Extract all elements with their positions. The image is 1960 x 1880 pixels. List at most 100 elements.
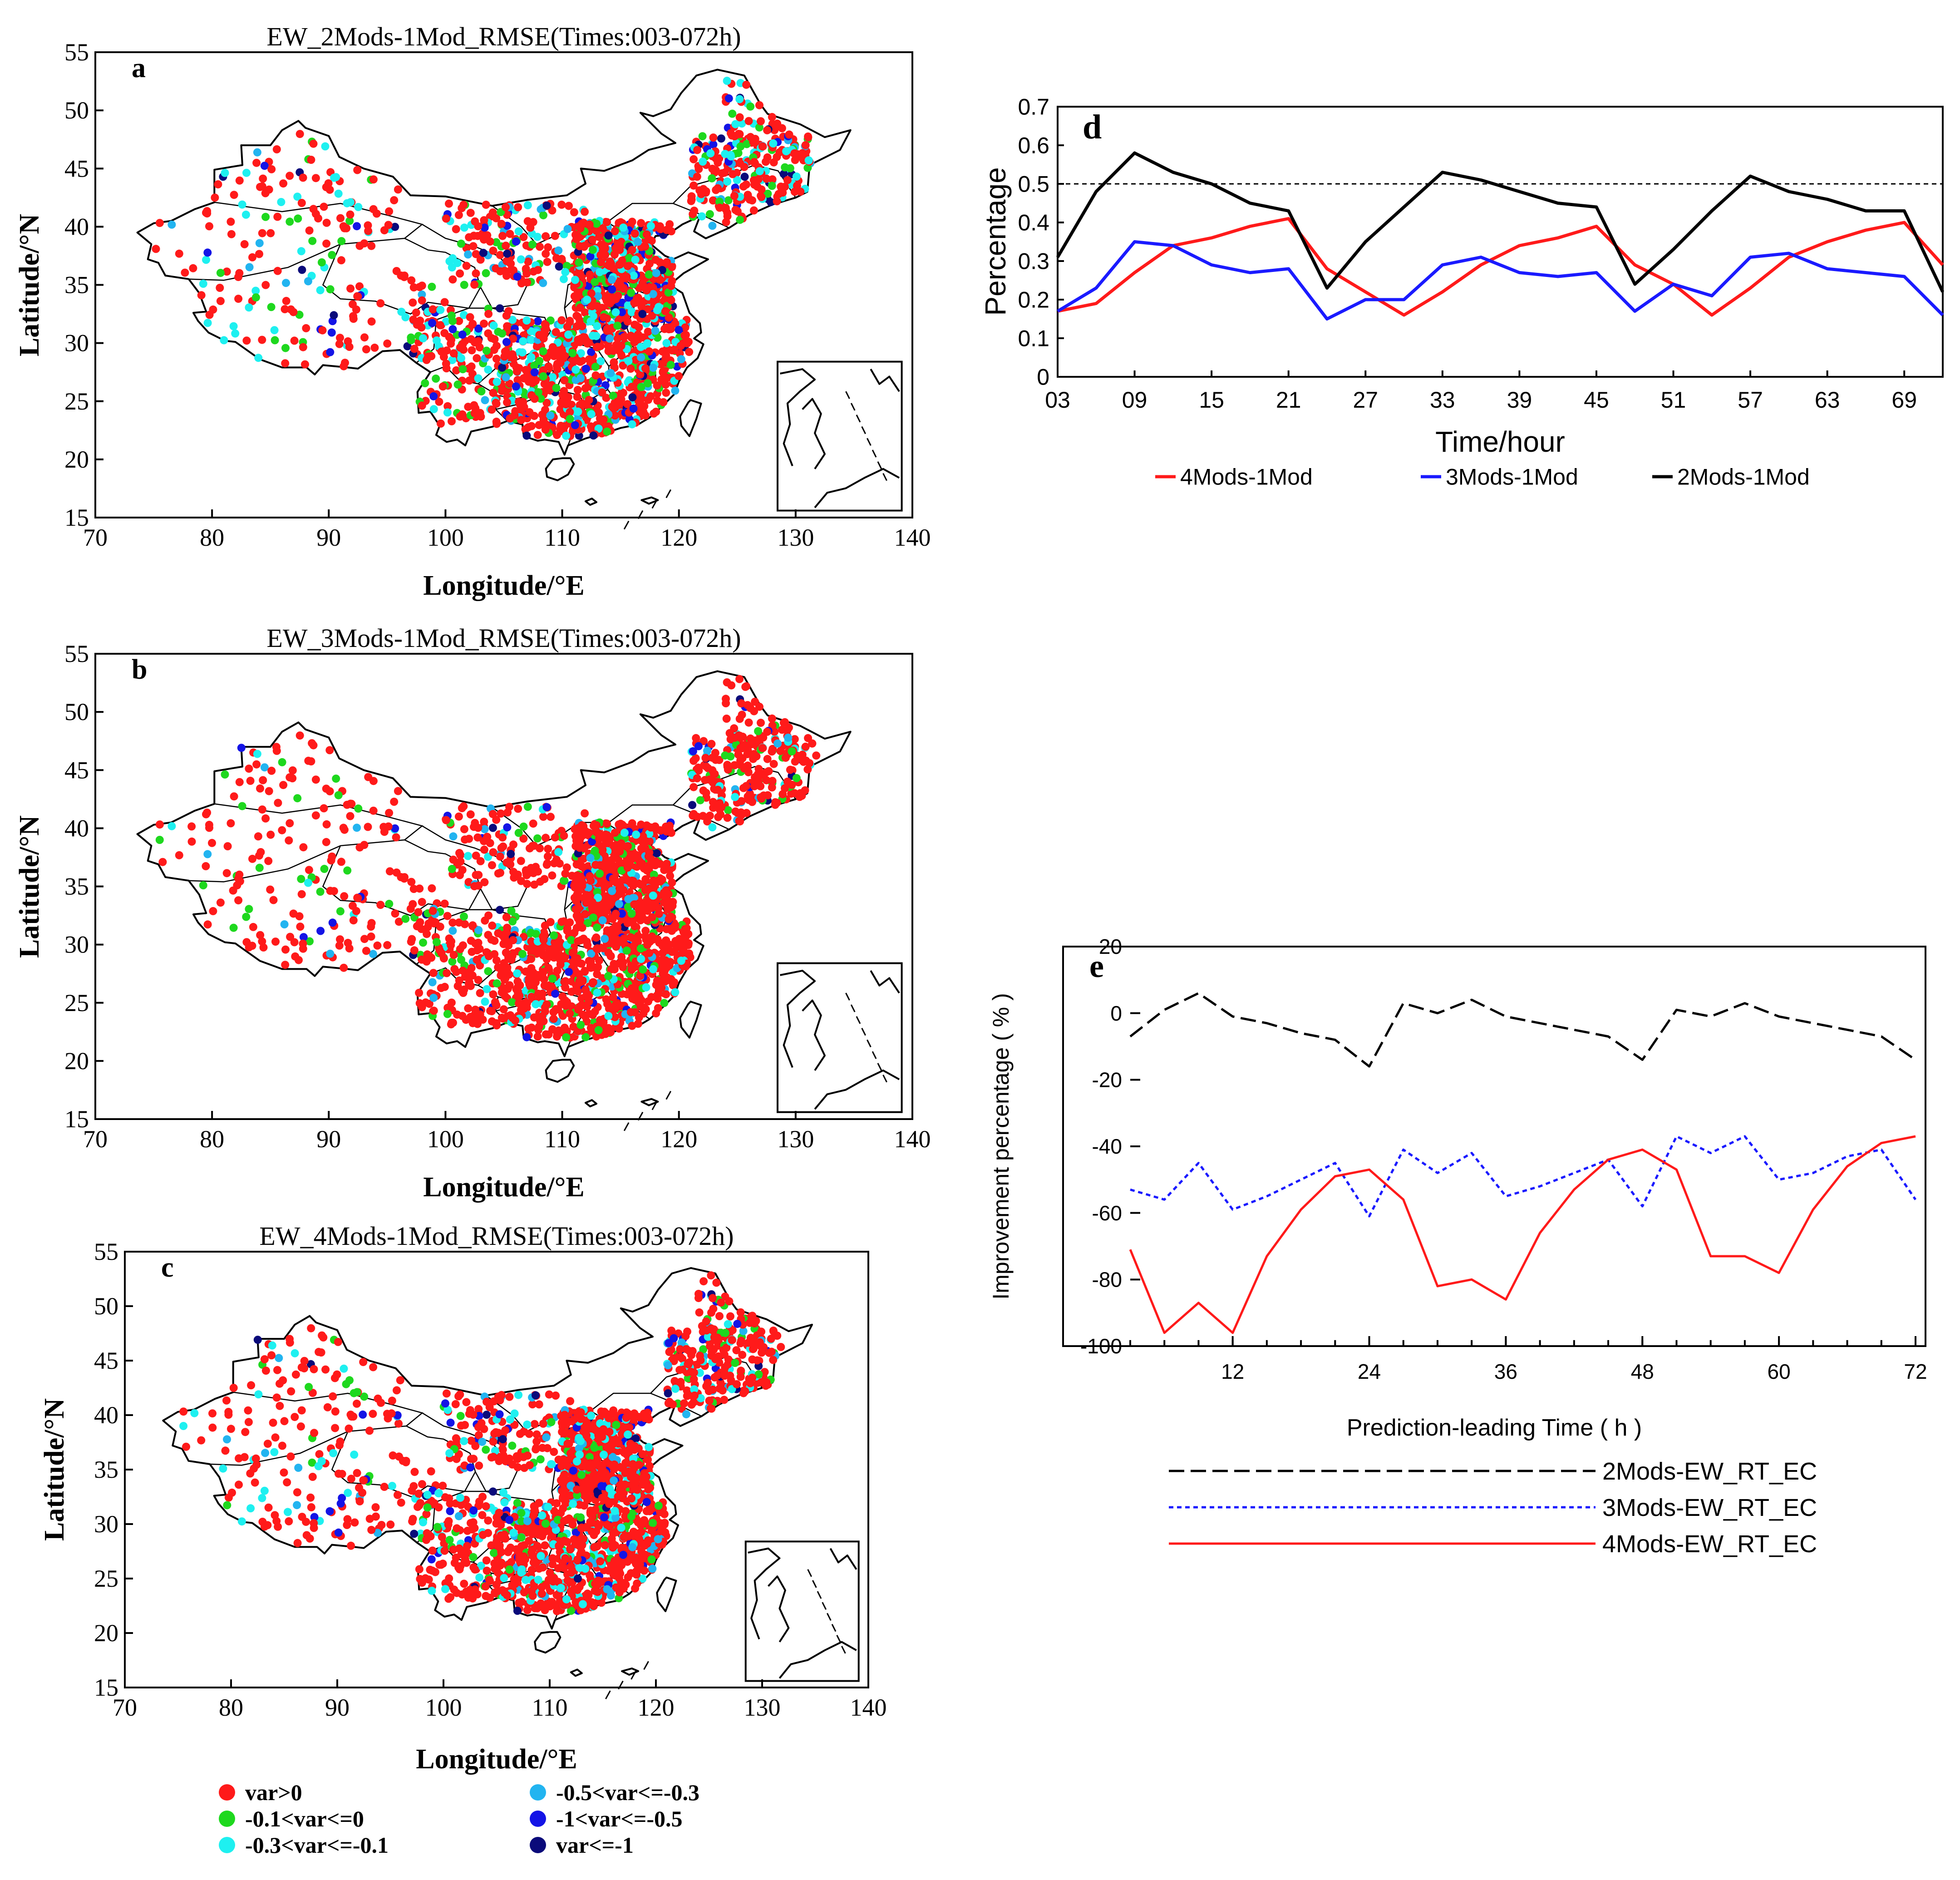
inset-coast [870,369,900,392]
station-dot [536,242,544,251]
station-dot [597,258,605,266]
station-dot [612,942,621,951]
station-dot [278,826,286,834]
station-dot [331,1424,340,1432]
station-dot [407,336,415,345]
province-boundary [188,803,424,883]
station-dot [467,937,475,945]
station-dot [293,1488,301,1497]
map-x-tick-label: 110 [544,1125,580,1153]
station-dot [349,312,358,321]
station-dot [517,255,525,264]
station-dot [681,925,689,933]
station-dot [634,237,642,246]
station-dot [736,142,745,151]
station-dot [539,366,547,375]
station-dot [547,982,556,991]
station-dot [489,321,498,330]
station-dot [608,285,616,294]
map-x-tick-label: 70 [83,524,108,551]
station-dot [242,938,251,947]
station-dot [792,774,801,782]
nine-dash-segment [665,489,672,498]
station-dot [518,950,527,958]
station-dot [705,811,714,820]
station-dot [436,321,444,330]
station-dot [630,922,639,931]
station-dot [397,1498,405,1507]
station-dot [448,927,457,935]
station-dot [723,678,731,686]
station-dot [740,173,749,181]
station-dot [267,303,276,311]
station-dot [299,173,307,182]
station-dot [623,317,632,326]
station-dot [291,952,300,961]
station-dot [498,232,507,240]
station-dot [723,208,732,217]
station-dot [581,910,589,918]
station-dot [804,156,813,165]
station-dot [494,929,502,938]
station-dot [497,988,506,997]
station-dot [470,281,479,289]
station-dot [542,201,551,210]
station-dot [804,734,813,742]
station-dot [401,914,410,923]
station-dot [258,336,266,344]
station-dot [297,199,306,207]
station-dot [671,386,680,395]
station-dot [644,327,652,336]
station-dot [547,813,555,821]
station-dot [528,842,537,850]
station-dot [452,225,460,233]
station-dot [467,335,475,344]
station-dot [464,852,473,860]
station-dot [223,842,232,850]
station-dot [332,173,340,182]
map-y-tick-label: 20 [64,1047,89,1075]
station-dot [578,923,586,932]
station-dot [321,142,330,151]
nine-dash-segment [605,1690,611,1699]
station-dot [571,276,579,284]
station-dot [270,1448,279,1456]
station-dot [309,741,318,750]
station-dot [437,949,446,957]
map-y-tick-label: 20 [64,446,89,473]
station-dot [509,868,518,876]
station-dot [523,278,532,286]
station-dot [258,805,266,814]
station-dot [407,276,416,285]
station-dot [636,916,645,924]
map-y-tick-label: 25 [64,388,89,415]
station-dot [343,866,352,875]
station-dot [432,375,440,383]
station-dot [259,776,267,785]
station-dot [543,859,552,868]
station-dot [216,269,225,277]
station-dot [305,866,313,874]
inset-coast [814,468,900,508]
station-dot [483,833,492,841]
station-dot [615,884,624,893]
station-dot [685,949,694,958]
station-dot [563,998,571,1007]
station-dot [796,188,805,196]
station-dot [290,336,299,345]
station-dot [286,217,294,226]
station-dot [283,1478,291,1487]
station-dot [235,778,244,786]
station-dot [649,363,657,372]
station-dot [238,802,246,810]
station-dot [472,269,480,278]
station-dot [482,1446,490,1454]
station-dot [699,737,708,745]
station-dot [496,852,504,861]
station-dot [543,852,552,861]
station-dot [624,301,632,310]
station-dot [466,810,475,819]
station-dot [295,731,304,740]
map-a-title: EW_2Mods-1Mod_RMSE(Times:003-072h) [266,22,741,51]
station-dot [259,174,267,183]
